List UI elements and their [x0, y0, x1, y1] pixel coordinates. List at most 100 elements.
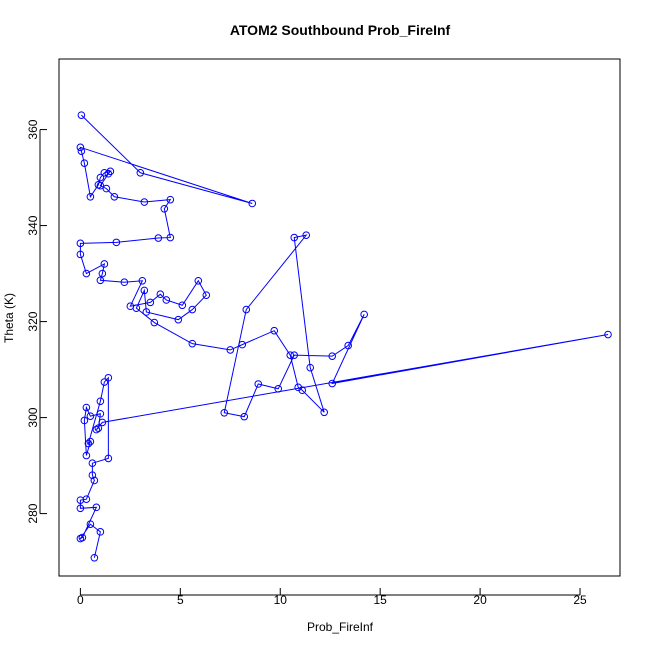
data-point: [94, 424, 103, 432]
data-point: [220, 408, 229, 417]
y-axis: 280 300 320 340 360: [26, 119, 47, 524]
data-point: [112, 238, 121, 247]
series-line: [78, 114, 609, 558]
data-point: [84, 439, 93, 448]
data-point: [104, 169, 113, 178]
data-point: [86, 520, 95, 528]
data-point: [76, 496, 85, 504]
data-point: [226, 346, 235, 354]
data-point: [96, 397, 105, 406]
data-point: [96, 409, 105, 418]
data-point: [92, 425, 101, 434]
data-point: [76, 504, 85, 513]
data-point: [110, 192, 119, 201]
data-point: [328, 352, 337, 360]
data-point: [248, 199, 257, 208]
x-axis-label: Prob_FireInf: [307, 620, 374, 634]
data-point: [106, 167, 115, 176]
data-point: [104, 454, 113, 463]
data-point: [120, 278, 129, 287]
data-point: [140, 198, 149, 206]
data-point: [254, 380, 263, 388]
y-tick-label: 340: [26, 215, 40, 235]
data-point: [98, 418, 107, 427]
data-point: [96, 181, 105, 190]
data-point: [202, 291, 211, 299]
data-point: [76, 239, 85, 248]
x-tick-label: 25: [573, 593, 587, 607]
data-point: [77, 147, 86, 155]
data-point: [86, 412, 95, 420]
data-point: [76, 534, 85, 543]
x-axis: 0 5 10 15 20 25: [77, 588, 587, 607]
data-point: [286, 351, 295, 359]
data-point: [82, 269, 91, 278]
data-point: [320, 408, 329, 417]
data-point: [88, 471, 97, 479]
data-point: [240, 412, 249, 421]
data-point: [96, 276, 105, 285]
x-tick-label: 15: [373, 593, 387, 607]
data-point: [146, 298, 155, 307]
x-tick-label: 10: [274, 593, 288, 607]
data-point: [90, 553, 99, 562]
data-point: [88, 459, 97, 467]
data-point: [242, 305, 251, 314]
data-point: [302, 231, 311, 239]
data-point: [136, 168, 145, 177]
data-point: [238, 340, 247, 349]
data-point: [104, 373, 113, 382]
data-layer: [76, 111, 612, 562]
data-point: [132, 304, 141, 312]
data-point: [138, 276, 147, 285]
data-point: [100, 378, 109, 386]
data-point: [166, 195, 175, 204]
data-point: [86, 192, 95, 201]
data-point: [100, 260, 109, 268]
data-point: [156, 290, 165, 299]
data-point: [98, 269, 107, 278]
data-point: [178, 301, 187, 310]
y-tick-label: 300: [26, 407, 40, 427]
y-tick-label: 280: [26, 503, 40, 523]
data-point: [82, 403, 91, 412]
data-point: [142, 308, 151, 316]
data-point: [80, 416, 89, 425]
data-point: [328, 379, 337, 388]
data-point: [274, 384, 283, 393]
data-point: [154, 234, 163, 242]
data-point: [270, 326, 279, 335]
chart-title: ATOM2 Southbound Prob_FireInf: [230, 22, 451, 38]
data-point: [306, 363, 315, 372]
data-point: [102, 184, 111, 193]
data-point: [290, 351, 299, 359]
data-point: [290, 233, 299, 242]
data-point: [80, 159, 89, 167]
y-tick-label: 360: [26, 119, 40, 139]
data-point: [150, 318, 159, 327]
data-point: [140, 286, 149, 295]
y-axis-label: Theta (K): [2, 293, 16, 343]
data-point: [188, 305, 197, 314]
data-point: [92, 503, 101, 512]
plot-frame: [58, 58, 621, 577]
data-point: [90, 476, 99, 485]
x-tick-label: 20: [473, 593, 487, 607]
data-point: [604, 330, 612, 339]
data-point: [360, 310, 368, 319]
data-point: [77, 111, 86, 119]
data-point: [162, 296, 171, 304]
data-point: [86, 437, 95, 446]
y-tick-label: 320: [26, 311, 40, 331]
data-point: [174, 315, 183, 324]
data-point: [298, 386, 307, 395]
data-point: [188, 339, 197, 348]
data-point: [76, 143, 85, 152]
data-point: [160, 204, 169, 213]
data-point: [194, 276, 203, 285]
x-tick-label: 5: [177, 593, 184, 607]
data-point: [166, 233, 175, 242]
x-tick-label: 0: [77, 593, 84, 607]
data-point: [76, 250, 85, 259]
